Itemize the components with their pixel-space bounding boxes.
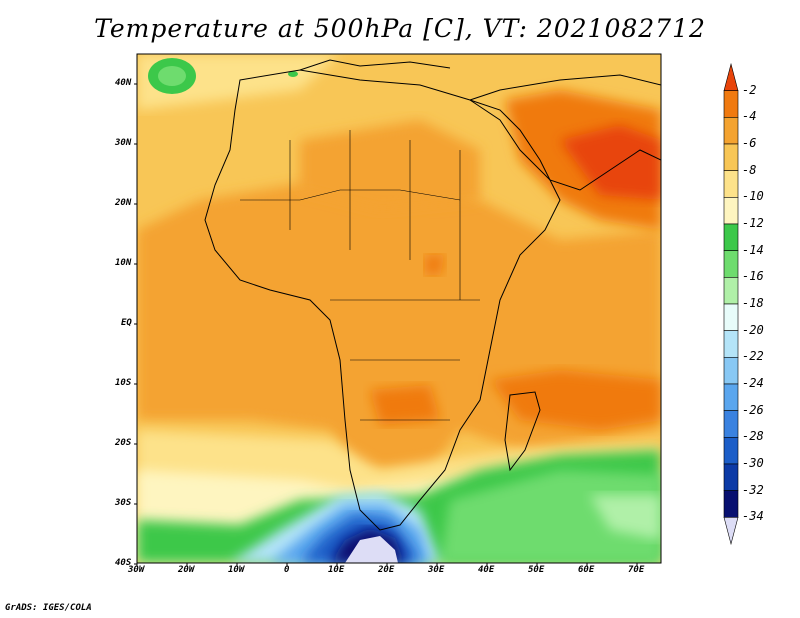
lon-label: 60E: [578, 565, 595, 575]
colorbar-swatch: [723, 170, 739, 198]
colorbar-swatch: [723, 117, 739, 145]
colorbar-swatch: [723, 277, 739, 305]
colorbar: [723, 62, 739, 546]
lon-label: 20W: [178, 565, 195, 575]
lon-label: 0: [284, 565, 290, 575]
colorbar-label: -26: [742, 402, 764, 417]
lon-label: 70E: [628, 565, 645, 575]
colorbar-swatch: [723, 330, 739, 358]
colorbar-swatch: [723, 303, 739, 331]
colorbar-label: -6: [742, 136, 757, 150]
colorbar-label: -24: [742, 376, 764, 390]
lat-label: 40N: [115, 78, 132, 88]
colorbar-swatch: [723, 62, 739, 91]
grads-credit: GrADS: IGES/COLA: [5, 603, 92, 613]
map-title: Temperature at 500hPa [C], VT: 202108271…: [94, 14, 706, 43]
lon-label: 10W: [228, 565, 245, 575]
axis-ticks: [134, 83, 638, 566]
colorbar-label: -4: [742, 109, 757, 124]
colorbar-label: -28: [742, 429, 764, 444]
lat-label: 20N: [115, 198, 132, 208]
colorbar-label: -34: [742, 509, 764, 524]
colorbar-swatch: [723, 357, 739, 385]
lon-label: 30W: [128, 565, 145, 575]
lat-label: EQ: [121, 318, 132, 328]
colorbar-swatch: [723, 250, 739, 278]
colorbar-label: -8: [742, 162, 757, 177]
lon-label: 20E: [378, 565, 395, 575]
colorbar-swatch: [723, 410, 739, 438]
temperature-field: [137, 54, 661, 563]
colorbar-label: -10: [742, 189, 764, 204]
colorbar-swatch: [723, 143, 739, 171]
colorbar-swatch: [723, 490, 739, 518]
colorbar-label: -16: [742, 269, 764, 284]
lon-label: 30E: [428, 565, 445, 575]
map-frame: [136, 53, 662, 564]
lon-label: 50E: [528, 565, 545, 575]
colorbar-label: -30: [742, 456, 764, 470]
colorbar-label: -12: [742, 216, 764, 230]
lat-label: 20S: [115, 438, 132, 448]
colorbar-label: -32: [742, 482, 764, 497]
colorbar-label: -18: [742, 296, 764, 310]
colorbar-swatch: [723, 90, 739, 118]
lat-label: 30N: [115, 138, 132, 148]
colorbar-swatch: [723, 437, 739, 465]
colorbar-swatch: [723, 197, 739, 225]
colorbar-label: -14: [742, 242, 764, 257]
lat-label: 10N: [115, 258, 132, 268]
lat-label: 40S: [115, 558, 132, 568]
colorbar-swatch: [723, 463, 739, 491]
colorbar-swatch: [723, 517, 739, 546]
lat-label: 10S: [115, 378, 132, 388]
colorbar-swatch: [723, 383, 739, 411]
lon-label: 40E: [478, 565, 495, 575]
coastlines: [204, 59, 661, 531]
lon-label: 10E: [328, 565, 345, 575]
colorbar-label: -22: [742, 349, 764, 364]
colorbar-label: -20: [742, 322, 764, 337]
lat-label: 30S: [115, 498, 132, 508]
colorbar-label: -2: [742, 82, 757, 97]
colorbar-swatch: [723, 223, 739, 251]
